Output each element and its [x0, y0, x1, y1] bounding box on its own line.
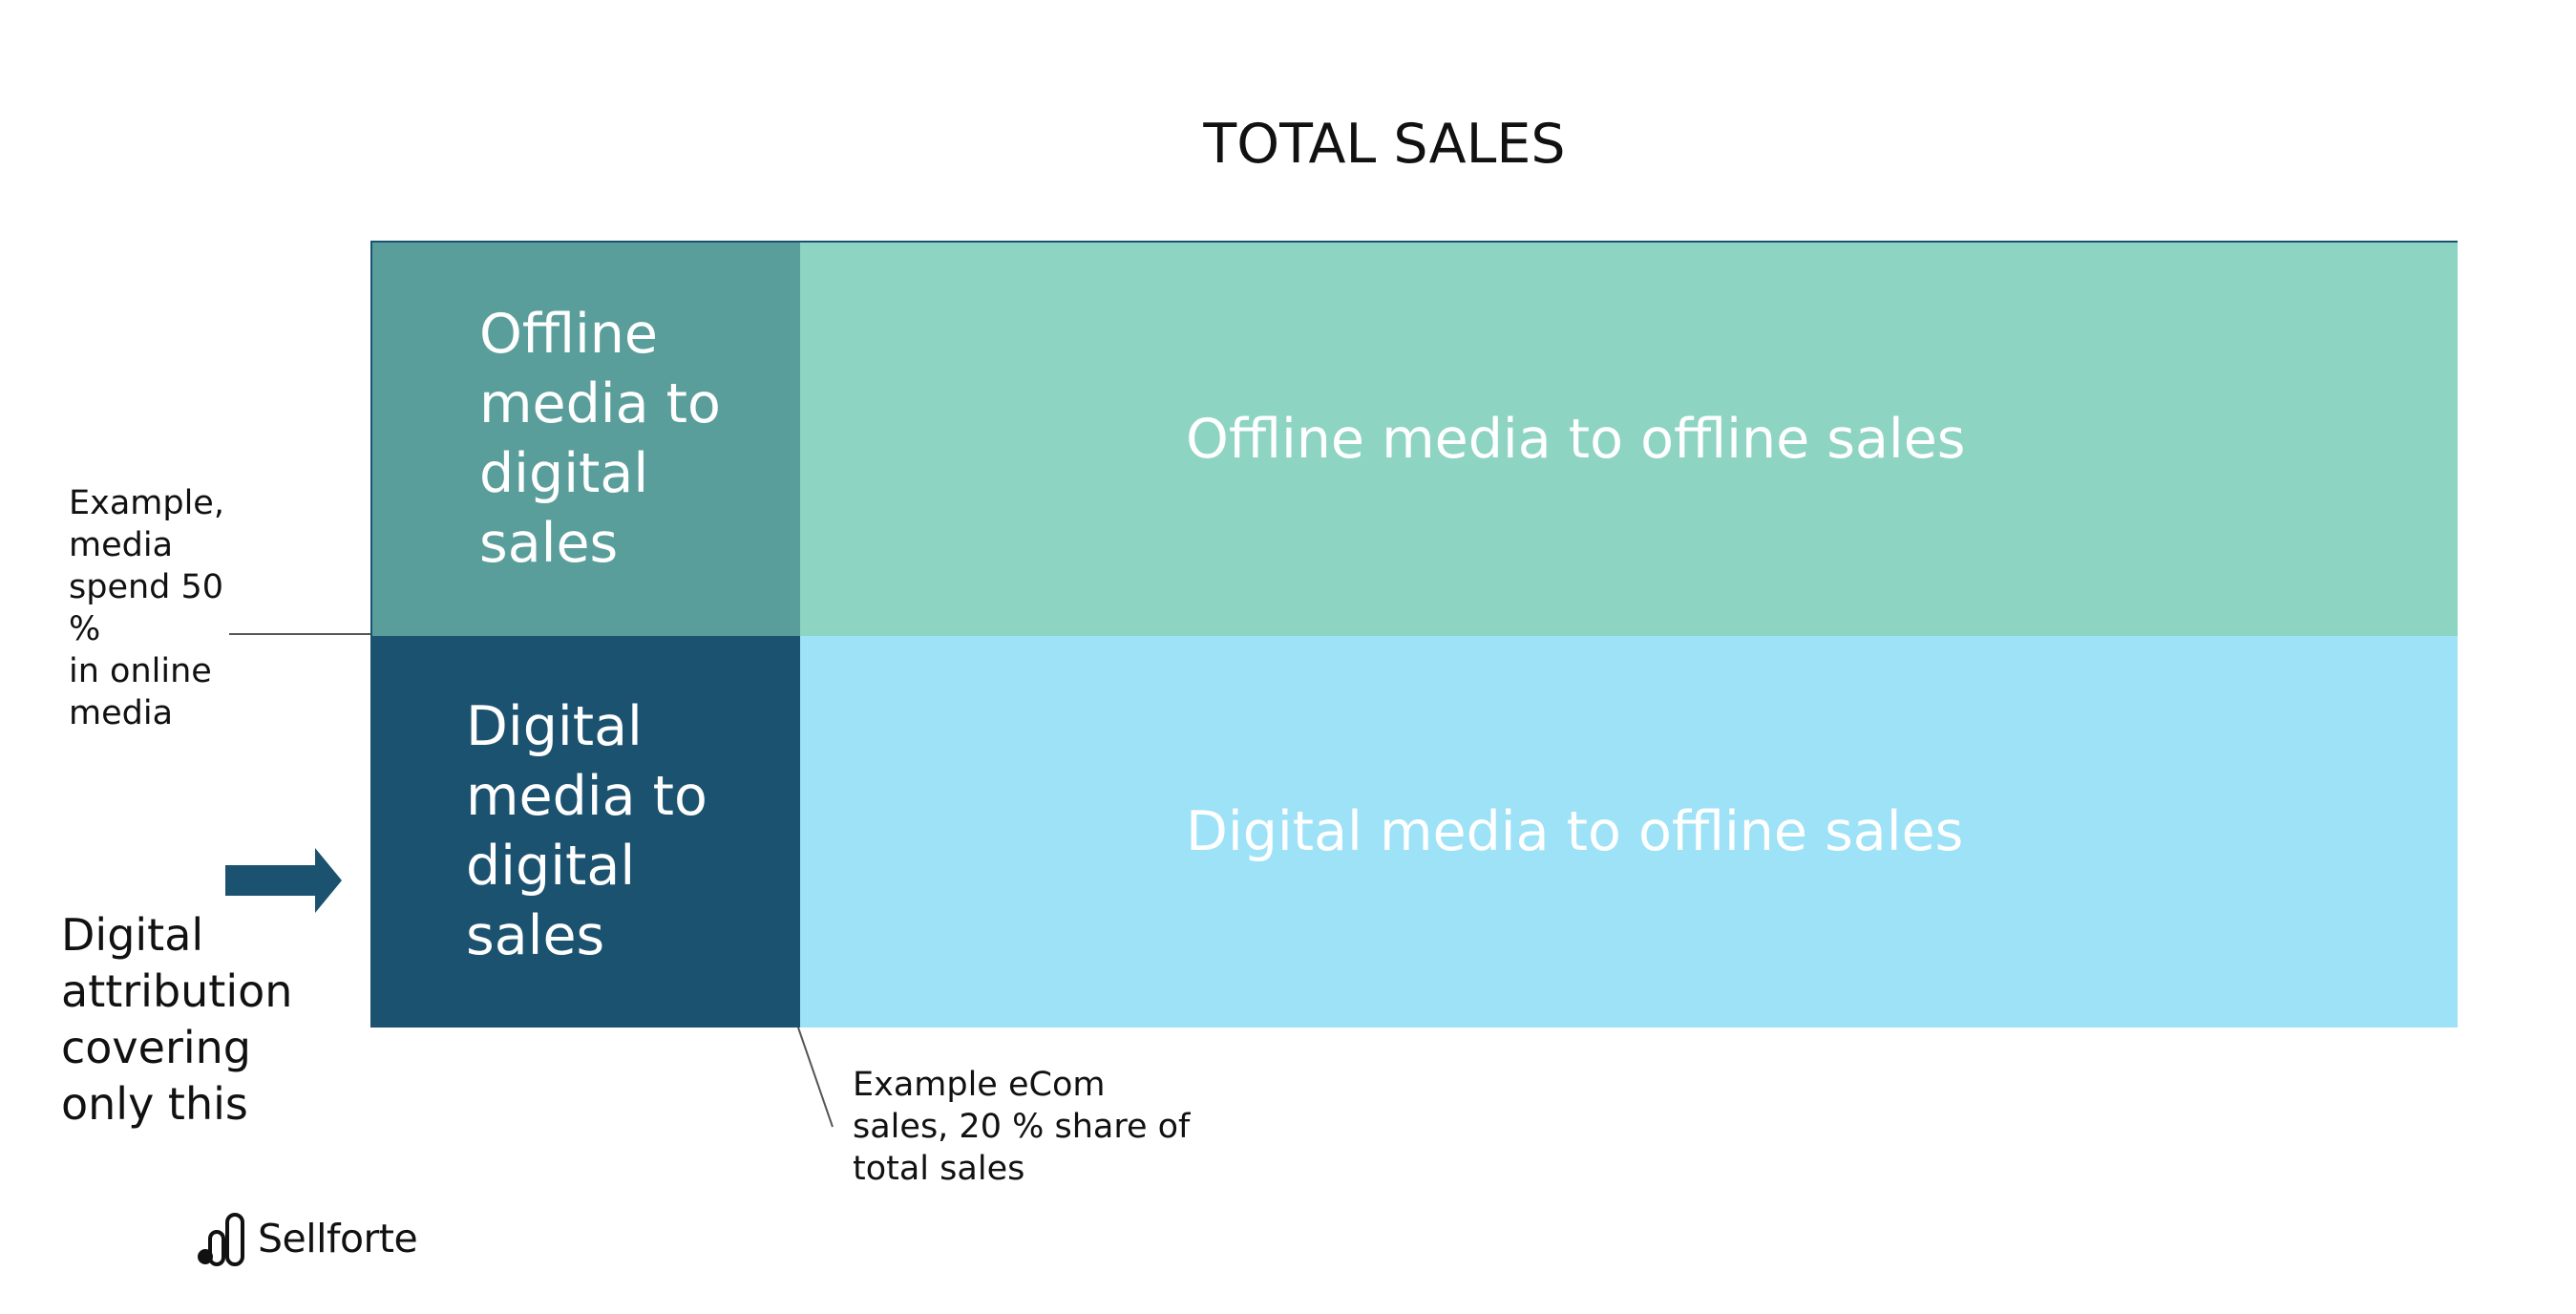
cell-label: Offline media to digital sales: [479, 303, 721, 575]
cell-label: Offline media to offline sales: [1186, 407, 1966, 471]
right-arrow-icon: [225, 848, 342, 913]
sales-matrix: Offline media to digital sales Offline m…: [370, 241, 2458, 1028]
brand-logo: Sellforte: [197, 1211, 418, 1266]
brand-name: Sellforte: [258, 1216, 418, 1261]
cell-offline-media-to-offline-sales: Offline media to offline sales: [800, 243, 2458, 636]
attribution-note: Digital attribution covering only this: [61, 909, 293, 1130]
ecom-sales-note: Example eCom sales, 20 % share of total …: [853, 1066, 1191, 1188]
cell-label: Digital media to offline sales: [1186, 799, 1964, 863]
cell-digital-media-to-offline-sales: Digital media to offline sales: [800, 636, 2458, 1028]
media-spend-note: Example, media spend 50 % in online medi…: [69, 484, 224, 732]
sellforte-logo-icon: [198, 1213, 244, 1266]
cell-digital-media-to-digital-sales: Digital media to digital sales: [372, 636, 800, 1028]
cell-label: Digital media to digital sales: [466, 695, 707, 967]
ecom-share-leader-line: [797, 1027, 834, 1128]
diagram-title: TOTAL SALES: [1203, 113, 1566, 176]
cell-offline-media-to-digital-sales: Offline media to digital sales: [372, 243, 800, 636]
